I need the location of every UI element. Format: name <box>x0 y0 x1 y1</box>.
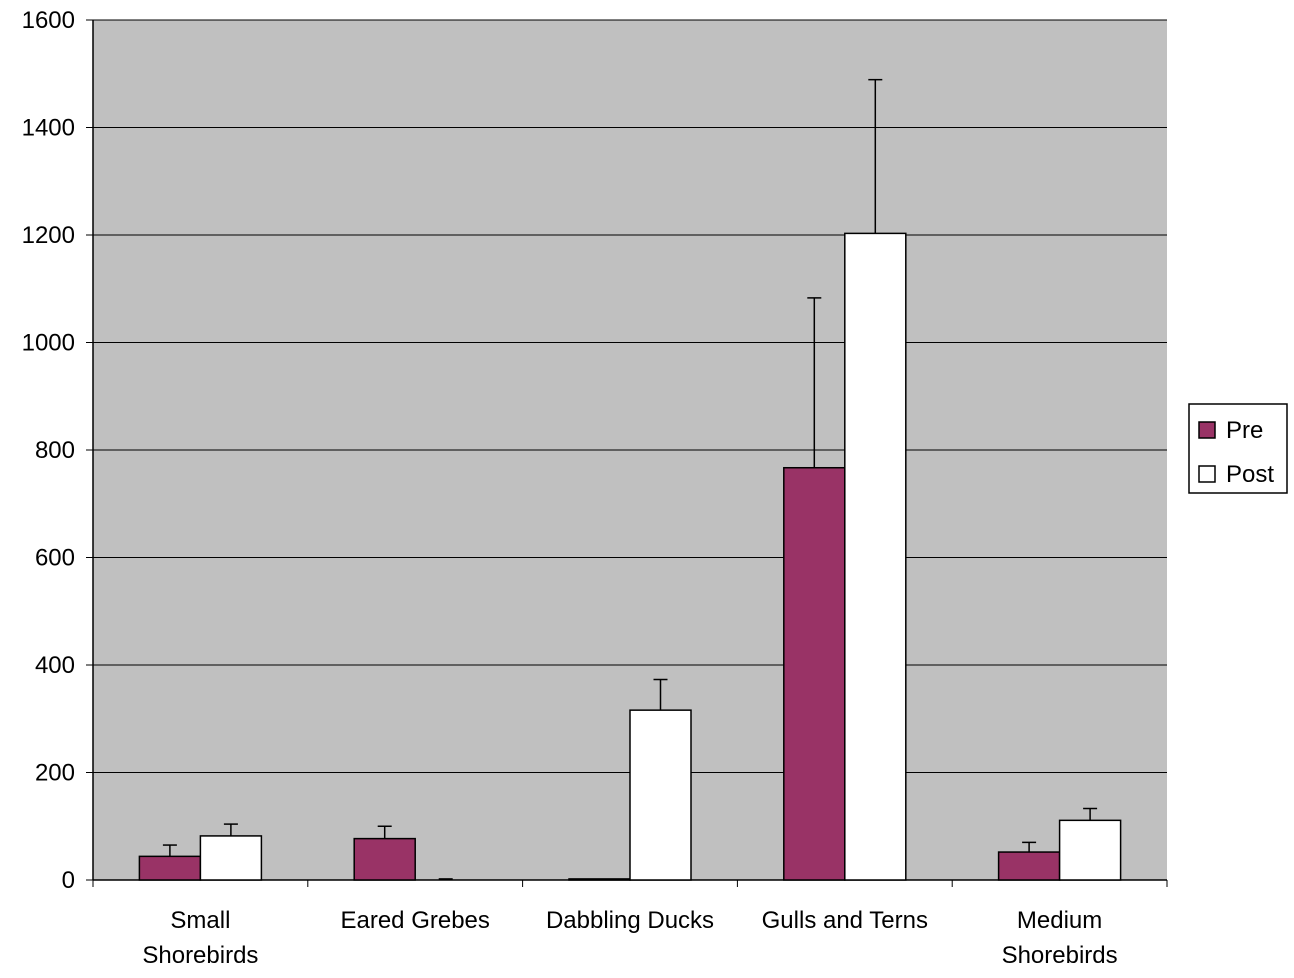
y-tick-label: 200 <box>35 760 75 787</box>
legend-swatch-post <box>1198 465 1216 483</box>
bar-post <box>1058 819 1122 881</box>
y-tick-label: 0 <box>62 867 75 894</box>
x-category-label: Medium <box>1017 907 1102 934</box>
x-category-label: Small <box>170 907 230 934</box>
y-tick-label: 1200 <box>22 222 75 249</box>
y-tick-label: 800 <box>35 437 75 464</box>
x-category-label: Shorebirds <box>1002 942 1118 969</box>
y-tick-label: 600 <box>35 545 75 572</box>
bar-pre <box>568 878 631 881</box>
y-tick-label: 1600 <box>22 7 75 34</box>
x-category-label: Shorebirds <box>142 942 258 969</box>
bar-post <box>199 835 263 881</box>
bar-pre <box>783 466 846 881</box>
y-tick-label: 1400 <box>22 115 75 142</box>
bar-pre <box>353 837 416 881</box>
bar-pre <box>138 855 202 881</box>
x-category-label: Gulls and Terns <box>762 907 928 934</box>
legend-label-post: Post <box>1226 461 1274 488</box>
bar-post <box>844 232 907 881</box>
x-category-label: Dabbling Ducks <box>546 907 714 934</box>
legend-swatch-pre <box>1198 421 1216 439</box>
bar-post <box>629 709 692 881</box>
legend-label-pre: Pre <box>1226 417 1263 444</box>
x-category-label: Eared Grebes <box>340 907 489 934</box>
y-tick-label: 1000 <box>22 330 75 357</box>
y-tick-label: 400 <box>35 652 75 679</box>
bar-pre <box>997 851 1061 881</box>
